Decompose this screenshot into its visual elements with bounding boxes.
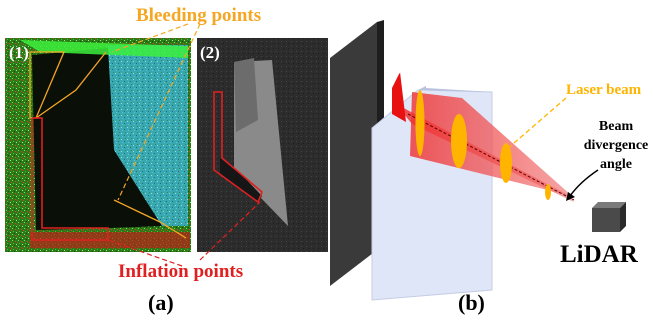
panel-b: Laser beam Beam divergence angle LiDAR (… (330, 20, 648, 315)
beam-footprint-3 (500, 143, 512, 183)
sub-label-1: (1) (9, 43, 29, 62)
divergence-label-line1: Beam (599, 119, 634, 134)
point-cloud-image-1 (5, 38, 191, 252)
panel-a: (1) (2) Bleeding points Inflation points… (5, 5, 328, 315)
lidar-sensor-icon (592, 202, 626, 232)
grayscale-image-2 (197, 38, 328, 252)
beam-footprint-1 (415, 90, 425, 156)
inflation-leader-1 (107, 239, 183, 267)
panel-b-caption: (b) (458, 290, 485, 315)
sub-label-2: (2) (200, 43, 220, 62)
divergence-label-line3: angle (600, 157, 632, 172)
bleeding-points-label: Bleeding points (136, 5, 261, 26)
beam-footprint-4 (545, 184, 551, 200)
beam-footprint-2 (451, 114, 467, 168)
panel-a-caption: (a) (148, 290, 174, 315)
divergence-arrow (569, 169, 599, 197)
bleeding-leader-1 (111, 23, 189, 53)
laser-beam-label: Laser beam (566, 82, 642, 98)
bleeding-leader-2 (117, 23, 201, 201)
back-wall (330, 22, 377, 286)
lidar-label: LiDAR (560, 241, 639, 268)
inflation-leader-2 (199, 201, 261, 261)
inflation-points-label: Inflation points (118, 261, 243, 282)
laser-beam-leader (505, 97, 567, 151)
divergence-label-line2: divergence (584, 138, 649, 153)
